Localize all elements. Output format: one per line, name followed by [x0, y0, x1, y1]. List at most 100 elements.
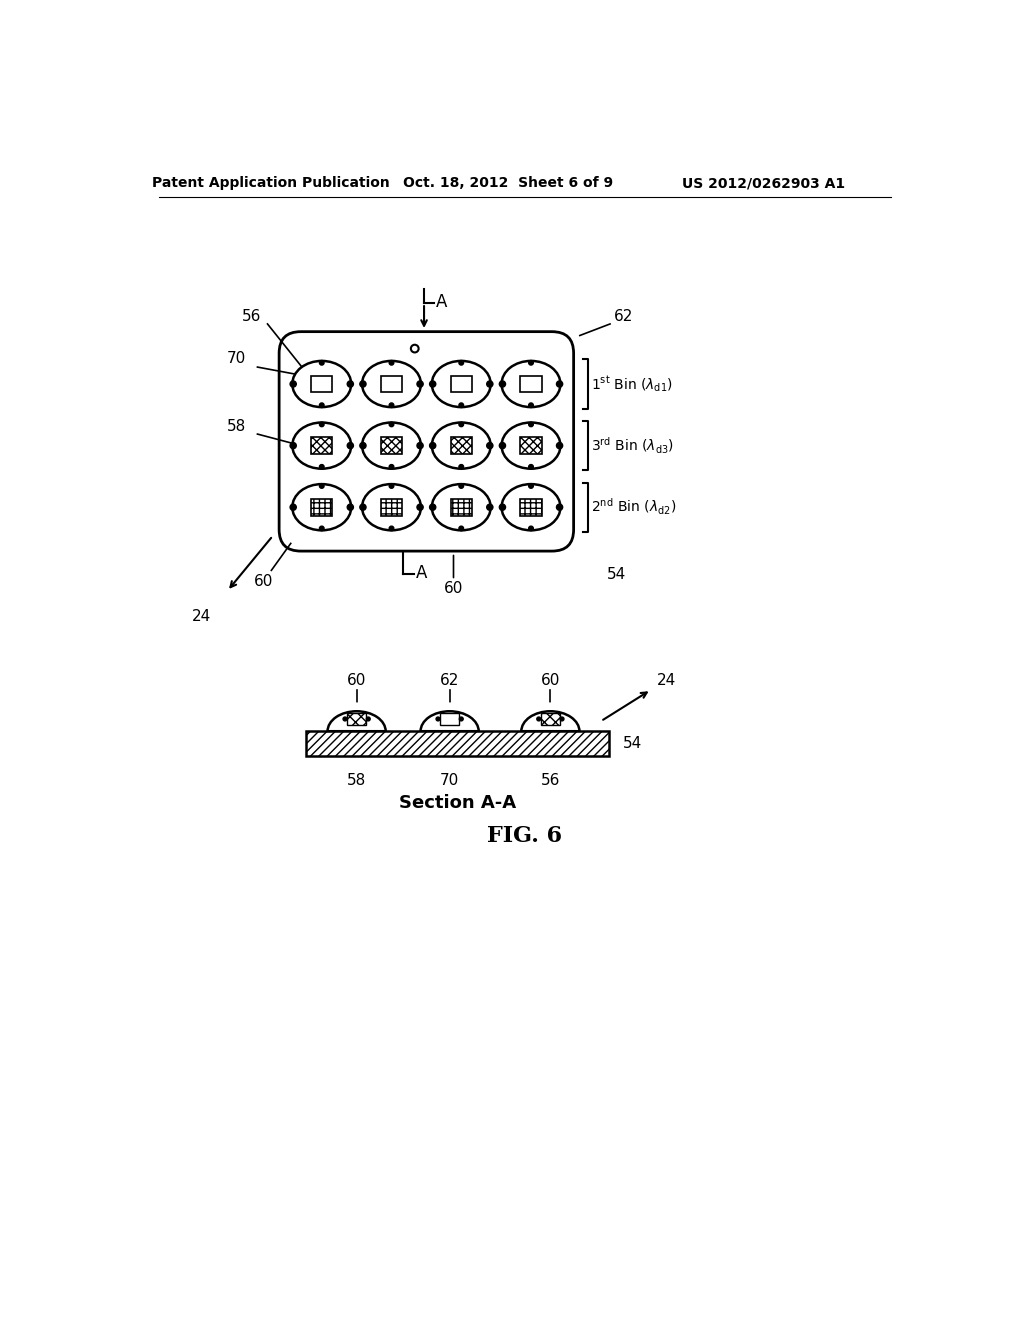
Circle shape: [359, 442, 366, 449]
Text: 60: 60: [541, 673, 560, 688]
Ellipse shape: [502, 422, 560, 469]
Bar: [451, 499, 472, 516]
Text: 62: 62: [440, 673, 460, 688]
Circle shape: [319, 483, 324, 488]
Wedge shape: [421, 702, 478, 731]
Circle shape: [389, 422, 394, 426]
Bar: [541, 713, 560, 725]
Ellipse shape: [432, 360, 490, 407]
Text: 54: 54: [606, 566, 626, 582]
Text: 56: 56: [541, 774, 560, 788]
Circle shape: [319, 465, 324, 469]
Text: A: A: [416, 564, 427, 582]
Circle shape: [528, 403, 534, 408]
Circle shape: [500, 504, 506, 511]
Circle shape: [389, 527, 394, 531]
Ellipse shape: [502, 360, 560, 407]
Circle shape: [290, 504, 296, 511]
Ellipse shape: [362, 360, 421, 407]
Circle shape: [556, 442, 562, 449]
Circle shape: [560, 717, 564, 721]
Circle shape: [528, 422, 534, 426]
Circle shape: [389, 465, 394, 469]
Circle shape: [430, 504, 436, 511]
Circle shape: [528, 483, 534, 488]
Circle shape: [359, 381, 366, 387]
Text: 2$^{\rm nd}$ Bin ($\lambda_{\rm d2}$): 2$^{\rm nd}$ Bin ($\lambda_{\rm d2}$): [591, 498, 676, 517]
Ellipse shape: [432, 484, 490, 531]
Text: Patent Application Publication: Patent Application Publication: [153, 176, 390, 190]
Text: 1$^{\rm st}$ Bin ($\lambda_{\rm d1}$): 1$^{\rm st}$ Bin ($\lambda_{\rm d1}$): [591, 374, 673, 393]
Circle shape: [459, 483, 464, 488]
Bar: [311, 376, 333, 392]
Circle shape: [347, 381, 353, 387]
Circle shape: [528, 527, 534, 531]
Circle shape: [347, 442, 353, 449]
Text: 58: 58: [347, 774, 367, 788]
Bar: [451, 437, 472, 454]
Circle shape: [459, 360, 464, 366]
Text: US 2012/0262903 A1: US 2012/0262903 A1: [682, 176, 845, 190]
Circle shape: [537, 717, 541, 721]
Circle shape: [417, 381, 423, 387]
Bar: [381, 437, 402, 454]
Circle shape: [417, 442, 423, 449]
Circle shape: [343, 717, 347, 721]
Bar: [520, 437, 542, 454]
Text: 3$^{\rm rd}$ Bin ($\lambda_{\rm d3}$): 3$^{\rm rd}$ Bin ($\lambda_{\rm d3}$): [591, 436, 674, 455]
Circle shape: [459, 465, 464, 469]
Circle shape: [417, 504, 423, 511]
Circle shape: [500, 442, 506, 449]
Circle shape: [556, 504, 562, 511]
Circle shape: [528, 465, 534, 469]
Circle shape: [460, 717, 463, 721]
Ellipse shape: [362, 422, 421, 469]
Text: 54: 54: [623, 737, 642, 751]
Circle shape: [367, 717, 371, 721]
Circle shape: [430, 442, 436, 449]
Text: 56: 56: [243, 309, 262, 323]
Ellipse shape: [292, 360, 351, 407]
Text: Oct. 18, 2012  Sheet 6 of 9: Oct. 18, 2012 Sheet 6 of 9: [402, 176, 612, 190]
Circle shape: [319, 527, 324, 531]
Circle shape: [290, 381, 296, 387]
Circle shape: [486, 504, 493, 511]
Circle shape: [486, 442, 493, 449]
Text: 24: 24: [657, 673, 676, 688]
Circle shape: [347, 504, 353, 511]
Text: 62: 62: [614, 309, 634, 323]
Text: Section A-A: Section A-A: [398, 795, 516, 812]
Circle shape: [556, 381, 562, 387]
Circle shape: [389, 403, 394, 408]
Text: 60: 60: [443, 581, 463, 595]
Circle shape: [389, 360, 394, 366]
Bar: [347, 713, 366, 725]
Circle shape: [486, 381, 493, 387]
Circle shape: [459, 527, 464, 531]
Ellipse shape: [292, 484, 351, 531]
Circle shape: [459, 403, 464, 408]
Circle shape: [359, 504, 366, 511]
Circle shape: [430, 381, 436, 387]
Bar: [440, 713, 459, 725]
Text: 70: 70: [440, 774, 459, 788]
Text: 70: 70: [227, 351, 246, 366]
Wedge shape: [328, 702, 386, 731]
Bar: [381, 499, 402, 516]
Text: 60: 60: [254, 574, 273, 590]
Bar: [306, 731, 608, 756]
Text: 58: 58: [227, 418, 246, 434]
Circle shape: [459, 422, 464, 426]
Circle shape: [319, 360, 324, 366]
Text: A: A: [435, 293, 447, 310]
Ellipse shape: [292, 422, 351, 469]
Bar: [311, 499, 333, 516]
Text: FIG. 6: FIG. 6: [487, 825, 562, 847]
Circle shape: [319, 403, 324, 408]
Circle shape: [319, 422, 324, 426]
Circle shape: [436, 717, 440, 721]
Circle shape: [528, 360, 534, 366]
Circle shape: [290, 442, 296, 449]
Ellipse shape: [502, 484, 560, 531]
Circle shape: [389, 483, 394, 488]
